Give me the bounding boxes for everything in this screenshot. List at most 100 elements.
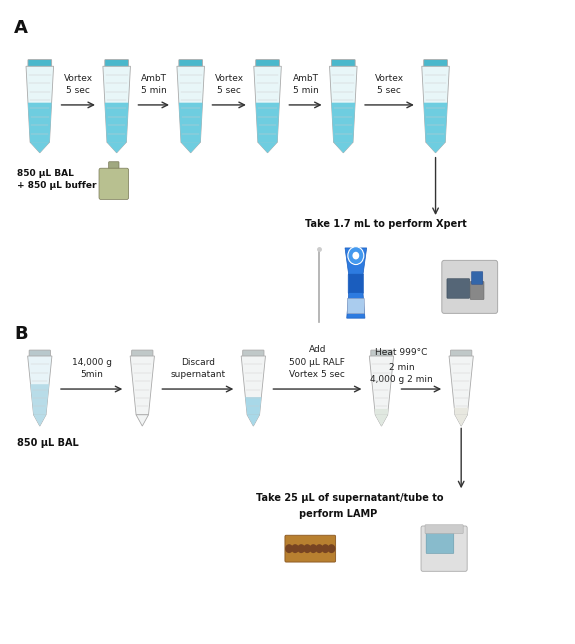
FancyBboxPatch shape bbox=[28, 60, 52, 67]
Text: Add: Add bbox=[309, 345, 326, 354]
Polygon shape bbox=[247, 415, 259, 426]
Polygon shape bbox=[334, 142, 353, 153]
Polygon shape bbox=[241, 356, 266, 415]
FancyBboxPatch shape bbox=[285, 535, 336, 562]
FancyBboxPatch shape bbox=[347, 298, 365, 314]
Text: AmbT: AmbT bbox=[141, 73, 167, 82]
Polygon shape bbox=[28, 356, 52, 415]
Polygon shape bbox=[130, 356, 155, 415]
Polygon shape bbox=[30, 384, 49, 415]
Polygon shape bbox=[449, 356, 473, 415]
Polygon shape bbox=[28, 102, 52, 142]
Polygon shape bbox=[258, 142, 277, 153]
Text: Vortex: Vortex bbox=[375, 73, 404, 82]
Text: Vortex: Vortex bbox=[214, 73, 244, 82]
Polygon shape bbox=[422, 66, 449, 142]
FancyBboxPatch shape bbox=[447, 279, 470, 298]
FancyBboxPatch shape bbox=[442, 260, 497, 314]
FancyBboxPatch shape bbox=[331, 60, 355, 67]
Circle shape bbox=[321, 544, 329, 553]
FancyBboxPatch shape bbox=[421, 526, 467, 571]
Text: 850 μL BAL
+ 850 μL buffer: 850 μL BAL + 850 μL buffer bbox=[17, 169, 97, 190]
Polygon shape bbox=[179, 102, 202, 142]
Text: Vortex: Vortex bbox=[64, 73, 93, 82]
Text: perform LAMP: perform LAMP bbox=[299, 509, 377, 519]
Polygon shape bbox=[177, 66, 205, 142]
Polygon shape bbox=[454, 408, 468, 415]
Polygon shape bbox=[334, 142, 353, 153]
Polygon shape bbox=[103, 66, 131, 142]
Circle shape bbox=[315, 544, 323, 553]
Circle shape bbox=[309, 544, 317, 553]
Polygon shape bbox=[347, 292, 365, 318]
FancyBboxPatch shape bbox=[243, 350, 264, 357]
Text: B: B bbox=[14, 325, 28, 343]
Polygon shape bbox=[426, 142, 445, 153]
FancyBboxPatch shape bbox=[451, 350, 472, 357]
FancyBboxPatch shape bbox=[132, 350, 153, 357]
Polygon shape bbox=[375, 415, 388, 426]
Text: 2 min: 2 min bbox=[389, 363, 415, 372]
FancyBboxPatch shape bbox=[105, 60, 128, 67]
Polygon shape bbox=[181, 142, 201, 153]
FancyBboxPatch shape bbox=[256, 60, 279, 67]
FancyBboxPatch shape bbox=[472, 272, 483, 285]
Polygon shape bbox=[455, 415, 467, 426]
Polygon shape bbox=[30, 142, 49, 153]
Text: AmbT: AmbT bbox=[293, 73, 319, 82]
Polygon shape bbox=[369, 356, 394, 415]
Text: supernatant: supernatant bbox=[170, 370, 225, 379]
Text: 14,000 g: 14,000 g bbox=[72, 357, 112, 366]
Polygon shape bbox=[26, 66, 53, 142]
FancyBboxPatch shape bbox=[425, 525, 463, 533]
Polygon shape bbox=[258, 142, 277, 153]
Polygon shape bbox=[105, 102, 128, 142]
Text: Heat 999°C: Heat 999°C bbox=[375, 348, 428, 357]
Polygon shape bbox=[246, 397, 261, 415]
Text: 5 sec: 5 sec bbox=[378, 86, 401, 95]
Text: 5 min: 5 min bbox=[141, 86, 167, 95]
FancyBboxPatch shape bbox=[179, 60, 202, 67]
Polygon shape bbox=[33, 415, 46, 426]
Text: 5min: 5min bbox=[80, 370, 103, 379]
Polygon shape bbox=[181, 142, 201, 153]
Polygon shape bbox=[426, 142, 445, 153]
Text: Discard: Discard bbox=[181, 357, 215, 366]
Polygon shape bbox=[375, 415, 388, 426]
Polygon shape bbox=[331, 102, 355, 142]
FancyBboxPatch shape bbox=[424, 60, 447, 67]
Circle shape bbox=[303, 544, 311, 553]
FancyBboxPatch shape bbox=[348, 274, 363, 293]
Circle shape bbox=[291, 544, 299, 553]
Polygon shape bbox=[136, 415, 148, 426]
Text: 500 μL RALF: 500 μL RALF bbox=[289, 357, 346, 366]
Polygon shape bbox=[247, 415, 259, 426]
Polygon shape bbox=[107, 142, 126, 153]
Text: Take 1.7 mL to perform Xpert: Take 1.7 mL to perform Xpert bbox=[305, 218, 466, 229]
Text: Take 25 μL of supernatant/tube to: Take 25 μL of supernatant/tube to bbox=[256, 493, 444, 503]
FancyBboxPatch shape bbox=[109, 162, 119, 171]
FancyBboxPatch shape bbox=[99, 168, 129, 200]
Polygon shape bbox=[345, 248, 367, 275]
Text: 850 μL BAL: 850 μL BAL bbox=[17, 438, 79, 448]
Polygon shape bbox=[107, 142, 126, 153]
FancyBboxPatch shape bbox=[470, 281, 484, 299]
Text: 4,000 g 2 min: 4,000 g 2 min bbox=[370, 375, 433, 384]
FancyBboxPatch shape bbox=[29, 350, 51, 357]
Polygon shape bbox=[424, 102, 447, 142]
Polygon shape bbox=[33, 415, 46, 426]
Circle shape bbox=[352, 252, 359, 260]
FancyBboxPatch shape bbox=[371, 350, 392, 357]
Circle shape bbox=[297, 544, 305, 553]
Polygon shape bbox=[30, 142, 49, 153]
Polygon shape bbox=[375, 409, 388, 415]
Polygon shape bbox=[254, 66, 281, 142]
Circle shape bbox=[285, 544, 293, 553]
Text: 5 min: 5 min bbox=[293, 86, 319, 95]
Polygon shape bbox=[329, 66, 357, 142]
Circle shape bbox=[328, 544, 335, 553]
Circle shape bbox=[348, 247, 364, 265]
Text: Vortex 5 sec: Vortex 5 sec bbox=[289, 370, 346, 379]
Text: 5 sec: 5 sec bbox=[217, 86, 241, 95]
Polygon shape bbox=[256, 102, 279, 142]
